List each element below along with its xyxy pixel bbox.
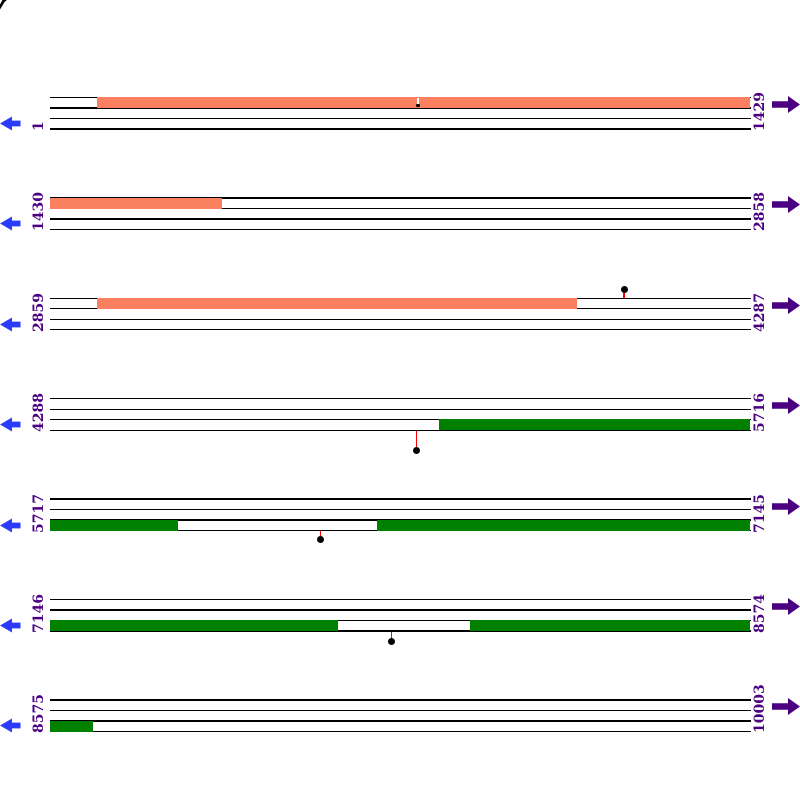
lollipop-stem [415,430,418,447]
boundary-dot [416,104,420,108]
right-arrow-icon[interactable] [772,497,800,515]
clipped-text-fragment-icon [0,0,7,10]
row-start-coordinate: 7146 [31,594,47,633]
strand-line [50,228,751,231]
reverse-feature-bar [50,519,178,531]
right-arrow-icon[interactable] [772,598,800,615]
row-start-coordinate: 5717 [31,493,47,533]
strand-line [50,720,751,722]
reverse-feature-bar [50,720,93,732]
lollipop-stem [319,531,322,537]
strand-line [50,699,751,701]
row-end-coordinate: 4287 [751,292,768,332]
strand-line [50,207,751,210]
forward-feature-bar [97,97,750,109]
strand-line [50,419,751,421]
row-end-coordinate: 2858 [751,192,768,232]
right-arrow-icon[interactable] [772,96,800,113]
feature-boundary-tick [417,98,419,105]
row-start-coordinate: 1 [31,121,47,131]
strand-line [50,218,751,220]
reverse-feature-bar [50,620,338,632]
row-start-coordinate: 8575 [31,694,47,734]
strand-line [50,508,751,511]
strand-line [50,609,751,611]
left-arrow-icon[interactable] [0,618,21,633]
right-arrow-icon[interactable] [772,698,800,716]
lollipop-stem [623,292,625,299]
reverse-feature-bar [377,519,750,531]
strand-line [50,498,751,500]
strand-line [50,619,751,622]
row-start-coordinate: 4288 [31,393,47,433]
left-arrow-icon[interactable] [0,116,21,131]
forward-feature-bar [97,298,577,310]
reverse-feature-bar [439,419,750,431]
row-end-coordinate: 7145 [751,493,768,533]
lollipop-stem [390,631,393,639]
strand-line [50,408,751,410]
strand-line [50,197,751,199]
forward-feature-bar [50,197,222,209]
strand-line [50,598,751,601]
left-arrow-icon[interactable] [0,417,21,432]
left-arrow-icon[interactable] [0,216,21,231]
lollipop-dot [413,446,421,454]
strand-line [50,709,751,712]
lollipop-dot [317,535,325,543]
left-arrow-icon[interactable] [0,718,21,733]
row-start-coordinate: 1430 [31,192,47,232]
lollipop-dot [620,286,628,294]
row-end-coordinate: 5716 [751,393,768,433]
strand-line [50,730,751,733]
lollipop-dot [388,638,396,646]
strand-line [50,318,751,320]
strand-line [50,128,751,130]
left-arrow-icon[interactable] [0,317,21,332]
right-arrow-icon[interactable] [772,397,800,415]
right-arrow-icon[interactable] [772,196,800,214]
row-end-coordinate: 10003 [751,684,768,734]
right-arrow-icon[interactable] [772,296,800,314]
strand-line [50,117,751,120]
strand-line [50,398,751,400]
reverse-feature-bar [470,620,750,632]
left-arrow-icon[interactable] [0,518,21,533]
row-start-coordinate: 2859 [31,292,47,332]
strand-line [50,429,751,431]
strand-line [50,630,751,632]
strand-line [50,329,751,331]
row-end-coordinate: 8574 [751,594,768,633]
row-end-coordinate: 1429 [751,92,768,131]
